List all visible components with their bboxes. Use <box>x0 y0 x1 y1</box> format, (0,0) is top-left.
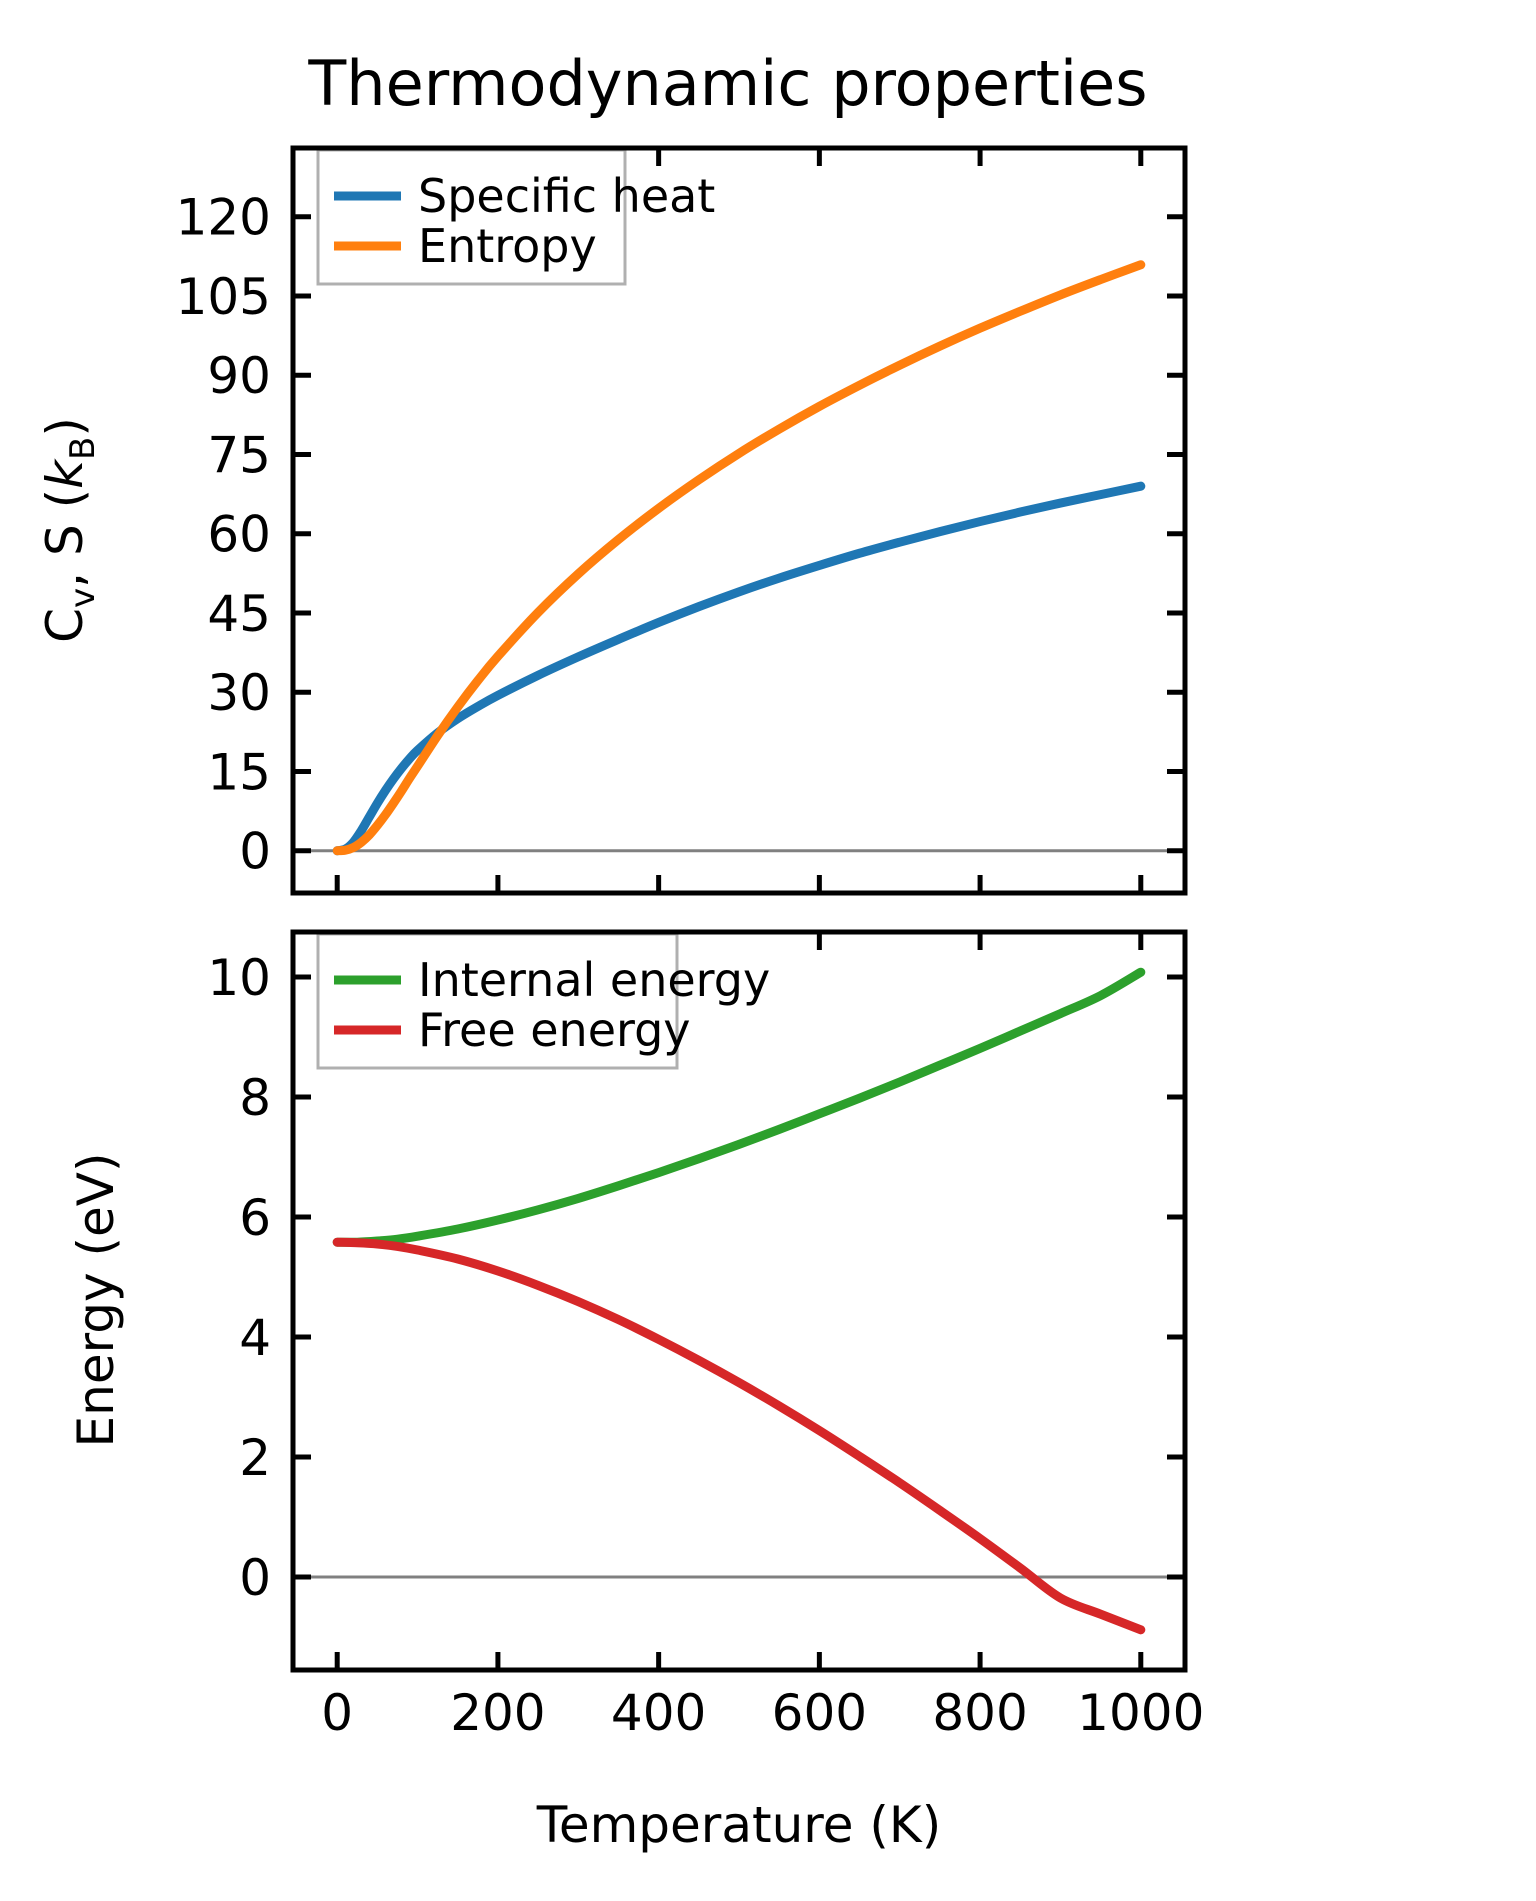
bottom-y-axis-label: Energy (eV) <box>67 1153 125 1448</box>
x-tick-label: 1000 <box>1077 1684 1204 1742</box>
x-tick-label: 400 <box>611 1684 706 1742</box>
ylabel-mid: , S ( <box>36 489 94 588</box>
y-tick-label: 6 <box>239 1189 271 1247</box>
x-axis-label: Temperature (K) <box>536 1796 941 1854</box>
y-tick-label: 0 <box>239 1549 271 1607</box>
y-tick-label: 8 <box>239 1069 271 1127</box>
y-tick-label: 10 <box>207 949 271 1007</box>
bottom-legend-label-free-energy: Free energy <box>418 1003 691 1057</box>
y-tick-label: 4 <box>239 1309 271 1367</box>
x-tick-label: 200 <box>450 1684 545 1742</box>
x-tick-label: 600 <box>772 1684 867 1742</box>
thermodynamic-properties-figure: Thermodynamic properties 015304560759010… <box>0 0 1536 1901</box>
ylabel-close: ) <box>36 417 94 437</box>
y-tick-label: 30 <box>207 664 271 722</box>
y-tick-label: 120 <box>176 189 271 247</box>
ylabel-sub-B: B <box>63 437 103 460</box>
figure-canvas: Thermodynamic properties 015304560759010… <box>0 0 1536 1901</box>
y-tick-label: 105 <box>176 268 271 326</box>
x-tick-label: 0 <box>321 1684 353 1742</box>
y-tick-label: 90 <box>207 347 271 405</box>
ylabel-k: k <box>36 458 94 489</box>
y-tick-label: 75 <box>207 426 271 484</box>
ylabel-C: C <box>36 608 94 643</box>
x-tick-label: 800 <box>932 1684 1027 1742</box>
y-tick-label: 15 <box>207 743 271 801</box>
figure-title: Thermodynamic properties <box>307 47 1147 120</box>
top-legend-label-entropy: Entropy <box>418 219 597 273</box>
y-tick-label: 0 <box>239 823 271 881</box>
y-tick-label: 60 <box>207 506 271 564</box>
top-legend-label-specific-heat: Specific heat <box>418 169 715 223</box>
y-tick-label: 2 <box>239 1429 271 1487</box>
y-tick-label: 45 <box>207 585 271 643</box>
ylabel-sub-v: v <box>63 588 103 608</box>
bottom-legend-label-internal-energy: Internal energy <box>418 953 770 1007</box>
